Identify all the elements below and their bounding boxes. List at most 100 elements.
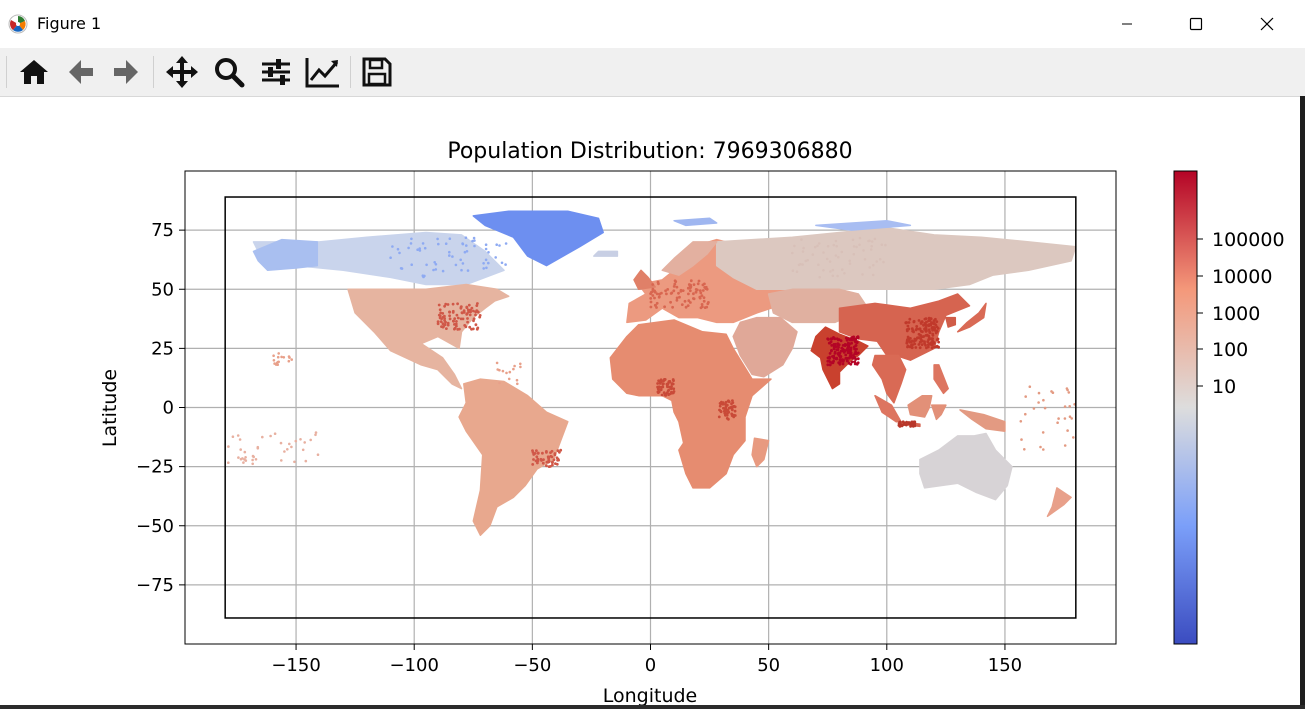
population-point	[697, 279, 701, 283]
population-point	[658, 382, 662, 385]
population-point	[841, 268, 844, 271]
population-point	[858, 243, 861, 247]
population-point	[1063, 444, 1067, 447]
population-point	[849, 353, 853, 356]
population-point	[837, 255, 840, 259]
population-point	[725, 417, 729, 420]
population-point	[731, 399, 734, 402]
population-point	[926, 343, 930, 347]
population-point	[288, 442, 291, 446]
population-point	[849, 346, 853, 350]
configure-subplots-button[interactable]	[256, 54, 296, 90]
population-point	[504, 263, 507, 266]
save-button[interactable]	[357, 54, 397, 90]
population-point	[655, 292, 659, 296]
population-point	[898, 425, 902, 428]
population-point	[1066, 429, 1069, 432]
population-point	[906, 335, 910, 339]
population-point	[438, 316, 442, 320]
population-point	[442, 325, 445, 328]
population-point	[930, 341, 933, 345]
population-point	[448, 254, 451, 257]
population-point	[680, 303, 684, 306]
home-button[interactable]	[14, 54, 54, 90]
population-point	[841, 360, 845, 363]
population-point	[441, 322, 445, 326]
population-point	[1063, 417, 1067, 420]
maximize-button[interactable]	[1173, 8, 1219, 40]
population-point	[673, 282, 677, 286]
close-button[interactable]	[1244, 8, 1290, 40]
population-point	[536, 457, 540, 461]
population-point	[905, 423, 908, 427]
population-point	[907, 327, 911, 331]
minimize-button[interactable]	[1104, 8, 1150, 40]
population-point	[822, 269, 825, 272]
population-point	[280, 459, 283, 462]
population-point	[913, 342, 917, 346]
population-point	[505, 371, 508, 375]
population-point	[718, 402, 722, 405]
population-point	[666, 385, 669, 389]
population-point	[1056, 421, 1059, 425]
population-point	[668, 385, 672, 389]
population-point	[931, 328, 934, 332]
population-point	[433, 261, 437, 264]
population-point	[495, 243, 499, 246]
population-point	[660, 291, 663, 295]
population-point	[423, 246, 427, 250]
population-point	[919, 333, 922, 337]
population-point	[929, 337, 933, 341]
population-point	[724, 406, 728, 410]
population-point	[535, 449, 538, 453]
population-point	[547, 456, 550, 460]
population-point	[446, 321, 450, 325]
population-point	[470, 306, 474, 310]
population-point	[848, 338, 852, 342]
landmass-uk	[633, 269, 656, 291]
population-point	[451, 302, 455, 306]
forward-button[interactable]	[106, 54, 146, 90]
population-point	[462, 311, 466, 314]
population-point	[847, 356, 851, 360]
population-point	[655, 306, 658, 309]
population-point	[933, 345, 936, 349]
population-point	[547, 458, 551, 462]
population-point	[231, 435, 235, 439]
population-point	[793, 244, 796, 248]
pan-button[interactable]	[162, 54, 202, 90]
population-point	[273, 362, 276, 365]
population-point	[707, 301, 710, 304]
population-point	[504, 242, 508, 245]
population-point	[655, 301, 659, 305]
population-point	[910, 345, 914, 349]
zoom-button[interactable]	[209, 54, 249, 90]
population-point	[817, 263, 820, 267]
population-point	[832, 354, 836, 358]
population-point	[440, 325, 443, 328]
population-point	[513, 364, 516, 368]
population-point	[551, 463, 554, 467]
population-point	[535, 455, 539, 459]
population-point	[837, 352, 840, 355]
population-point	[500, 261, 504, 265]
population-point	[862, 249, 865, 252]
population-point	[557, 458, 560, 462]
population-point	[928, 331, 932, 334]
landmass-siberia-n	[815, 219, 912, 231]
population-point	[532, 453, 536, 456]
population-point	[498, 381, 501, 385]
y-axis-label: Latitude	[99, 369, 121, 447]
population-point	[911, 343, 914, 347]
magnifier-icon	[215, 58, 245, 88]
population-point	[432, 268, 435, 272]
population-point	[664, 289, 667, 293]
population-point	[452, 319, 455, 323]
population-point	[838, 358, 842, 361]
population-point	[657, 385, 661, 389]
chart-title: Population Distribution: 7969306880	[447, 139, 852, 164]
back-button[interactable]	[61, 54, 101, 90]
edit-axis-button[interactable]	[303, 54, 343, 90]
population-point	[687, 299, 691, 303]
population-point	[448, 317, 452, 321]
